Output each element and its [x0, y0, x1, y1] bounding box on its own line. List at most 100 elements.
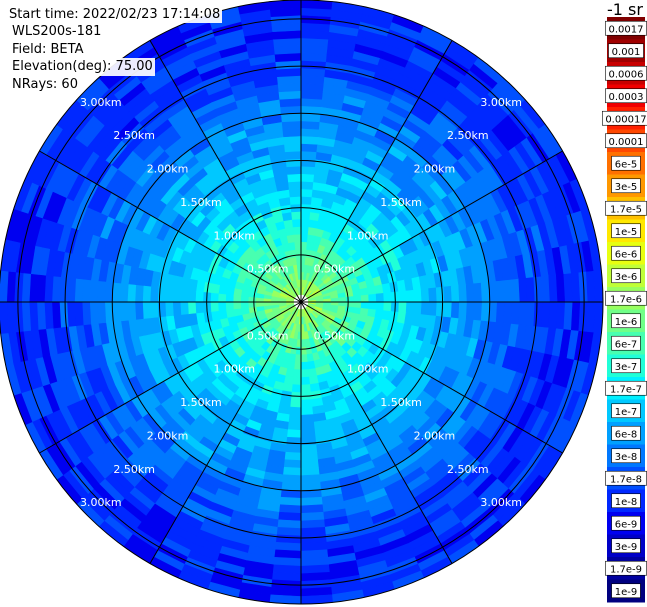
beta-cell	[225, 293, 234, 303]
beta-cell	[300, 421, 315, 431]
colorbar-label: 3e-6	[615, 272, 638, 283]
beta-cell	[119, 282, 129, 303]
beta-cell	[405, 301, 415, 315]
azimuth-spoke	[149, 301, 302, 564]
beta-cell	[194, 290, 204, 303]
range-ring-label: 2.00km	[414, 429, 456, 442]
beta-cell	[473, 301, 483, 322]
colorbar-label: 6e-8	[615, 429, 638, 440]
range-ring-label: 2.50km	[113, 129, 155, 142]
range-ring-label: 0.50km	[314, 329, 356, 342]
colorbar-label-box	[611, 245, 641, 261]
beta-cell	[435, 301, 445, 318]
colorbar-label: 1e-6	[615, 317, 638, 328]
colorbar-label: 6e-7	[615, 339, 638, 350]
azimuth-spoke	[300, 150, 563, 303]
beta-cell	[0, 301, 9, 334]
beta-cell	[300, 195, 313, 205]
beta-cell	[465, 301, 475, 321]
beta-cell	[359, 287, 369, 297]
beta-cell	[126, 301, 137, 321]
beta-cell	[300, 218, 311, 228]
beta-cell	[300, 384, 311, 393]
colorbar-label: 3e-5	[615, 182, 638, 193]
beta-cell	[281, 120, 302, 130]
beta-cell	[294, 241, 302, 250]
beta-cell	[413, 301, 423, 315]
beta-cell	[240, 307, 250, 315]
colorbar-label: 1.7e-6	[610, 294, 642, 305]
beta-cell	[458, 301, 468, 320]
beta-cell	[300, 361, 309, 371]
colorbar: 0.0017 0.001 0.0006 0.0003 0.00017 0.0001 6e-5…	[601, 17, 647, 603]
beta-cell	[142, 301, 152, 319]
beta-cell	[338, 296, 347, 303]
range-ring-label: 0.50km	[247, 263, 289, 276]
colorbar-label-box	[611, 448, 641, 464]
start-time-label: Start time: 2022/02/23 17:14:08	[9, 6, 223, 24]
beta-cell	[300, 459, 319, 469]
beta-cell	[300, 399, 313, 409]
beta-cell	[345, 296, 355, 303]
beta-cell	[292, 369, 302, 378]
azimuth-spoke	[300, 301, 453, 564]
colorbar-label-box	[611, 223, 641, 239]
range-ring-label: 2.50km	[447, 463, 489, 476]
beta-cell	[179, 301, 189, 315]
beta-cell	[291, 384, 302, 393]
range-ring-label: 0.50km	[247, 329, 289, 342]
beta-cell	[300, 135, 319, 145]
beta-cell	[287, 421, 302, 431]
beta-cell	[300, 429, 316, 439]
beta-cell	[187, 289, 197, 303]
range-ring-label: 1.00km	[347, 363, 389, 376]
beta-cell	[375, 292, 385, 303]
beta-cell	[286, 165, 302, 175]
beta-cell	[473, 282, 483, 303]
beta-cell	[255, 301, 264, 308]
beta-cell	[281, 474, 302, 484]
beta-cell	[172, 288, 182, 303]
beta-cell	[285, 158, 302, 168]
colorbar-label: 3e-9	[615, 542, 638, 553]
beta-cell	[179, 289, 189, 303]
colorbar-label: 0.0017	[609, 24, 644, 35]
beta-cell	[458, 284, 468, 303]
range-ring-label: 2.00km	[414, 163, 456, 176]
beta-cell	[210, 292, 219, 303]
beta-cell	[240, 301, 249, 309]
beta-cell	[300, 346, 307, 356]
azimuth-spokes	[0, 0, 603, 604]
colorbar-label: 1.7e-5	[610, 204, 642, 215]
range-ring-label: 3.00km	[480, 496, 522, 509]
colorbar-label: 1.7e-8	[610, 474, 642, 485]
beta-cell	[282, 466, 302, 476]
beta-cell	[300, 369, 310, 378]
beta-cell	[134, 284, 144, 303]
beta-cell	[300, 414, 314, 424]
beta-cell	[295, 248, 302, 258]
beta-cell	[293, 233, 302, 243]
beta-cell	[157, 301, 167, 318]
beta-cell	[286, 429, 302, 439]
beta-cell	[450, 301, 460, 319]
beta-cell	[300, 158, 317, 168]
colorbar-label: 0.0006	[609, 69, 644, 80]
beta-cell	[300, 339, 307, 348]
beta-cell	[300, 406, 314, 416]
beta-cell	[286, 234, 296, 244]
colorbar-label: 0.0003	[609, 92, 644, 103]
beta-cell	[292, 226, 302, 235]
beta-cell	[300, 451, 318, 461]
beta-cell	[288, 414, 302, 424]
colorbar-label: 1e-5	[615, 227, 638, 238]
beta-cell	[291, 376, 302, 386]
beta-cell	[428, 301, 438, 317]
range-ring-label: 2.00km	[147, 163, 189, 176]
colorbar-label: 1e-7	[615, 407, 638, 418]
range-ring-label: 2.00km	[147, 429, 189, 442]
beta-cell	[300, 127, 320, 138]
beta-cell	[300, 143, 318, 153]
range-ring-label: 3.00km	[480, 96, 522, 109]
